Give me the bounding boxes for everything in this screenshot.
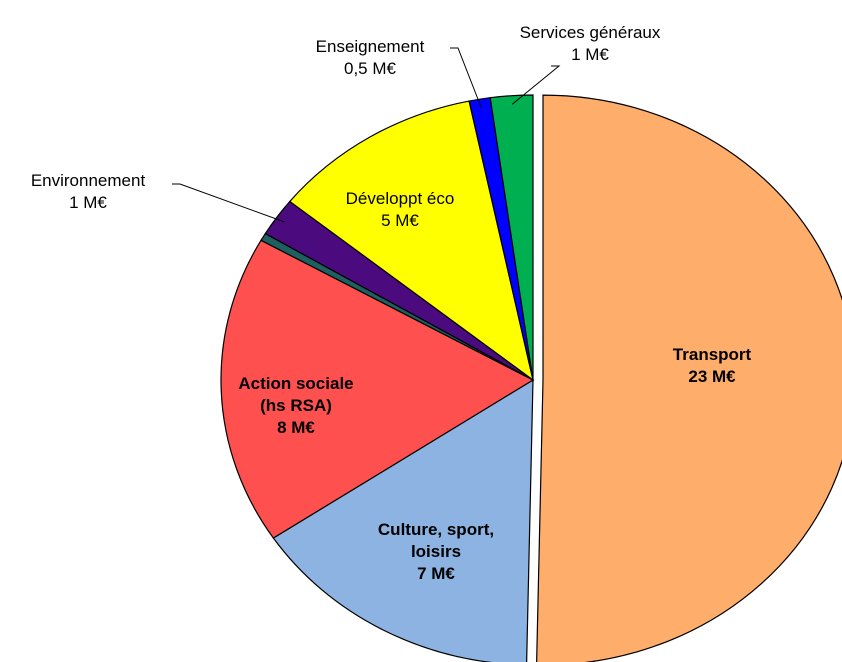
pie-slice (288, 100, 534, 382)
slice-label: Environnement 1 M€ (0, 170, 178, 214)
slice-category: Transport (672, 345, 752, 364)
leader-line (450, 47, 482, 108)
slice-label: Développt éco 5 M€ (310, 188, 490, 232)
slice-category: Enseignement (315, 37, 425, 56)
slice-value: 23 M€ (688, 367, 736, 386)
slice-label: Culture, sport, loisirs 7 M€ (366, 519, 506, 585)
slice-label: Enseignement 0,5 M€ (280, 36, 460, 80)
slice-label: Transport 23 M€ (637, 344, 787, 388)
leader-line (511, 65, 561, 105)
slice-category: Environnement (30, 171, 146, 190)
slice-value: 0,5 M€ (344, 59, 396, 78)
slice-value: 1 M€ (69, 193, 107, 212)
slice-category: Développt éco (345, 189, 455, 208)
pie-slice (272, 378, 534, 662)
slice-category: Services généraux (519, 23, 661, 42)
slice-category: Culture, sport, loisirs (377, 520, 495, 561)
pie-slice (220, 239, 535, 539)
slice-value: 7 M€ (417, 564, 455, 583)
leader-line (172, 183, 285, 223)
slice-value: 1 M€ (571, 45, 609, 64)
slice-label: Services généraux 1 M€ (490, 22, 690, 66)
pie-slice (536, 94, 842, 662)
slice-value: 5 M€ (381, 211, 419, 230)
pie-slice (489, 94, 534, 381)
slice-value: 8 M€ (277, 418, 315, 437)
slice-label: Action sociale (hs RSA) 8 M€ (229, 373, 364, 439)
slice-category: Action sociale (hs RSA) (238, 374, 354, 415)
